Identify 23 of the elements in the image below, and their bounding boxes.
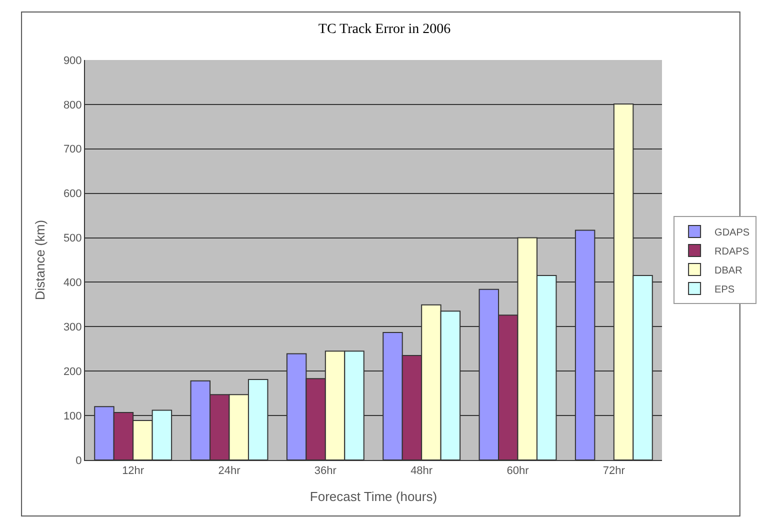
y-tick-label: 200	[63, 366, 82, 378]
legend-label: DBAR	[714, 265, 742, 276]
x-tick-label: 60hr	[506, 465, 530, 478]
legend-label: EPS	[714, 284, 735, 296]
y-tick-label: 300	[63, 322, 82, 334]
y-tick-label: 100	[63, 410, 82, 422]
x-tick-label: 36hr	[314, 465, 337, 478]
x-tick-label: 12hr	[122, 465, 144, 478]
legend-label: RDAPS	[714, 246, 750, 258]
x-axis-title: Forecast Time (hours)	[310, 488, 438, 504]
y-tick-label: 600	[63, 188, 82, 200]
x-tick-label: 72hr	[602, 465, 626, 478]
x-tick-label: 48hr	[410, 465, 433, 478]
y-tick-label: 0	[76, 454, 82, 467]
x-tick-label: 24hr	[218, 465, 241, 478]
y-tick-label: 800	[63, 99, 82, 112]
chart-title: TC Track Error in 2006	[318, 22, 451, 38]
y-tick-label: 500	[63, 232, 82, 245]
y-tick-label: 700	[63, 144, 82, 156]
y-axis-title: Distance (km)	[32, 220, 48, 300]
y-tick-label: 900	[63, 54, 82, 67]
y-tick-label: 400	[63, 277, 82, 290]
legend-label: GDAPS	[714, 227, 750, 238]
